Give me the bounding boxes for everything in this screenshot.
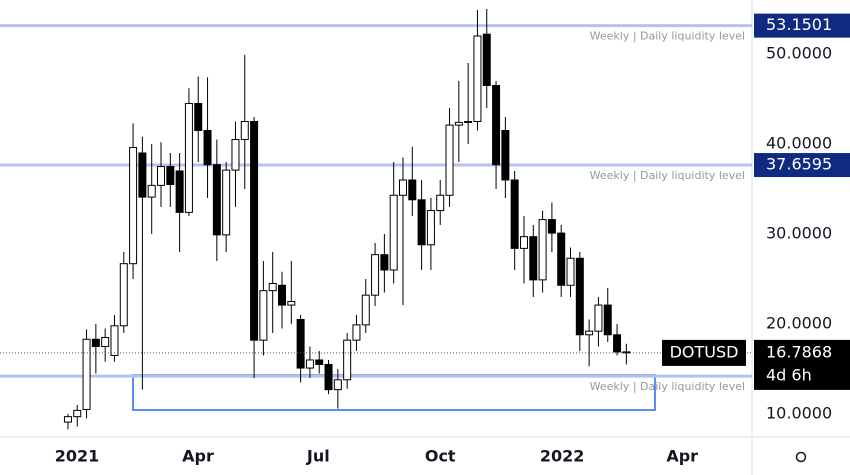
candle-body xyxy=(82,338,91,410)
candle-body xyxy=(91,338,100,347)
candle-body xyxy=(194,102,203,131)
candle-body xyxy=(250,120,259,341)
candle-body xyxy=(101,336,110,347)
candle-body xyxy=(566,257,575,286)
level-badge xyxy=(754,153,850,178)
candle-body xyxy=(324,363,333,391)
candle-body xyxy=(408,179,417,201)
candle-body xyxy=(510,179,519,249)
candle-body xyxy=(482,33,491,86)
candle-body xyxy=(352,324,361,341)
candle-body xyxy=(594,304,603,332)
settings-icon[interactable] xyxy=(795,451,807,463)
symbol-badge xyxy=(662,339,746,366)
candle-body xyxy=(222,169,231,236)
candle-body xyxy=(575,257,584,336)
candle-body xyxy=(380,254,389,271)
candle-body xyxy=(73,409,82,418)
candle-body xyxy=(426,210,435,246)
candle-body xyxy=(622,351,631,354)
candle-body xyxy=(343,339,352,381)
symbol-label: DOTUSD xyxy=(670,342,739,361)
zone-box xyxy=(132,374,656,411)
candle-body xyxy=(436,194,445,212)
price-badge-label: 16.7868 xyxy=(766,342,832,361)
level-badge xyxy=(754,13,850,38)
candle-body xyxy=(315,359,324,365)
candle-body xyxy=(212,164,221,236)
x-tick-label: Oct xyxy=(425,447,456,466)
level-badge-label: 37.6595 xyxy=(766,155,832,174)
candle-body xyxy=(585,330,594,336)
candle-body xyxy=(184,102,193,213)
candle-body xyxy=(557,232,566,286)
y-tick-label: 40.0000 xyxy=(766,133,832,152)
candle-body xyxy=(166,165,175,185)
candle-body xyxy=(231,138,240,171)
candle-body xyxy=(63,416,72,423)
x-tick-label: Apr xyxy=(182,447,214,466)
candle-body xyxy=(519,236,528,249)
candle-body xyxy=(501,129,510,181)
candle-body xyxy=(119,263,128,327)
candle-body xyxy=(603,304,612,336)
candle-body xyxy=(305,359,314,369)
x-tick-label: 2022 xyxy=(540,447,585,466)
candle-body xyxy=(613,334,622,353)
candle-body xyxy=(138,152,147,198)
candle-body xyxy=(361,294,370,326)
candle-body xyxy=(203,129,212,166)
y-tick-label: 50.0000 xyxy=(766,43,832,62)
candle-body xyxy=(454,121,463,126)
candle-body xyxy=(389,194,398,271)
x-tick-label: Jul xyxy=(306,447,330,466)
candle-body xyxy=(538,219,547,281)
candle-body xyxy=(547,219,556,234)
candle-body xyxy=(296,318,305,369)
candle-body xyxy=(147,184,156,198)
candle-body xyxy=(268,282,277,292)
x-tick-label: Apr xyxy=(666,447,698,466)
candle-body xyxy=(287,300,296,306)
candle-body xyxy=(240,120,249,140)
level-note: Weekly | Daily liquidity level xyxy=(590,169,745,182)
candle-body xyxy=(333,379,342,391)
candle-body xyxy=(464,120,473,123)
level-note: Weekly | Daily liquidity level xyxy=(590,380,745,393)
level-note: Weekly | Daily liquidity level xyxy=(590,30,745,43)
candle-body xyxy=(445,124,454,196)
candle-body xyxy=(529,236,538,281)
candle-body xyxy=(492,84,501,166)
candle-body xyxy=(129,147,138,265)
gear[interactable] xyxy=(795,451,807,463)
candle-body xyxy=(110,325,119,356)
candle-body xyxy=(473,35,482,122)
candle-body xyxy=(259,290,268,341)
y-tick-label: 10.0000 xyxy=(766,403,832,422)
y-tick-label: 20.0000 xyxy=(766,313,832,332)
candle-body xyxy=(417,199,426,246)
x-tick-label: 2021 xyxy=(55,447,100,466)
level-badge-label: 53.1501 xyxy=(766,15,832,34)
candle-body xyxy=(175,170,184,213)
candle-body xyxy=(398,179,407,196)
candle-body xyxy=(371,254,380,296)
candle-body xyxy=(157,165,166,186)
countdown-label: 4d 6h xyxy=(766,365,812,384)
candle-body xyxy=(278,284,286,306)
price-badge xyxy=(754,339,850,390)
y-tick-label: 30.0000 xyxy=(766,223,832,242)
